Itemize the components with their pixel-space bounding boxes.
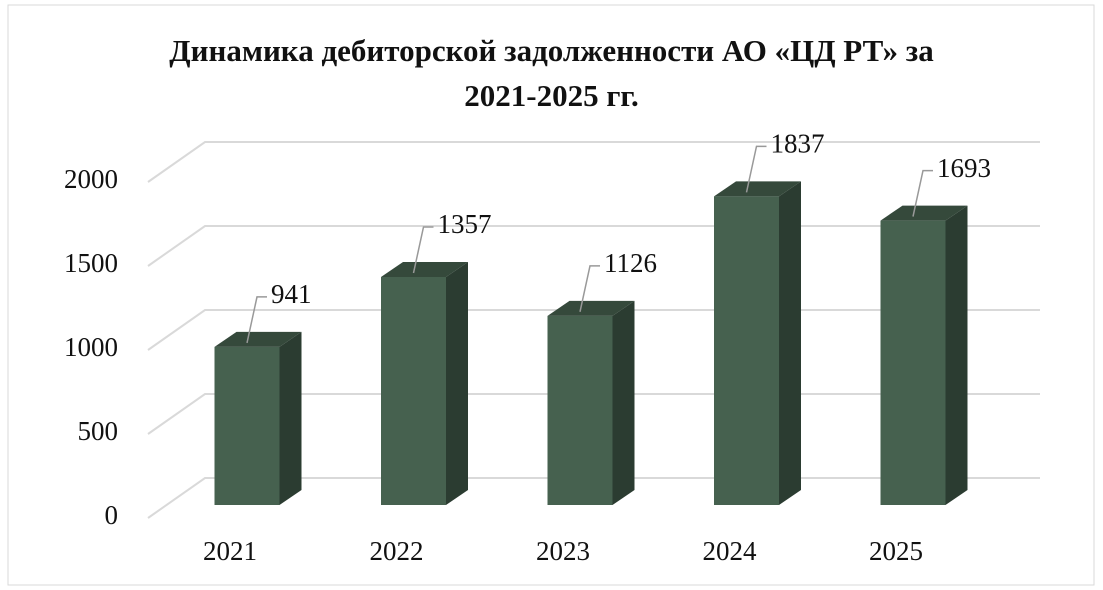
chart-title: Динамика дебиторской задолженности АО «Ц… bbox=[169, 33, 934, 113]
x-tick-label: 2023 bbox=[536, 536, 590, 566]
bar bbox=[547, 300, 635, 505]
bar bbox=[214, 331, 302, 505]
bar bbox=[714, 181, 801, 505]
bar-face bbox=[880, 205, 968, 221]
leader-line bbox=[745, 145, 767, 193]
bar-face bbox=[214, 331, 302, 347]
leader-line bbox=[579, 265, 600, 312]
bar-face bbox=[779, 181, 801, 505]
bar-face bbox=[547, 300, 635, 316]
x-tick-label: 2025 bbox=[869, 536, 923, 566]
chart-border bbox=[7, 4, 1095, 586]
y-tick-label: 1500 bbox=[64, 248, 118, 278]
bar-face bbox=[547, 315, 613, 505]
bar-face bbox=[714, 181, 801, 197]
leader-line bbox=[412, 226, 434, 274]
bar-face bbox=[214, 346, 280, 505]
leader-line bbox=[246, 296, 267, 344]
bar-face bbox=[612, 300, 635, 505]
x-tick-label: 2024 bbox=[703, 536, 758, 566]
data-label: 1693 bbox=[937, 153, 991, 183]
bar-face bbox=[446, 262, 468, 505]
data-label: 1126 bbox=[604, 248, 657, 278]
bar-face bbox=[880, 220, 946, 506]
leader-line bbox=[912, 169, 933, 217]
grid-line bbox=[147, 141, 1040, 183]
bar-face bbox=[381, 277, 446, 505]
bar-face bbox=[279, 331, 302, 505]
bar-face bbox=[945, 205, 968, 506]
data-label: 1357 bbox=[438, 209, 492, 239]
bar bbox=[880, 205, 968, 506]
x-tick-label: 2022 bbox=[370, 536, 424, 566]
data-label: 941 bbox=[271, 279, 312, 309]
y-tick-label: 2000 bbox=[64, 164, 118, 194]
bar-face bbox=[381, 262, 468, 278]
y-tick-label: 1000 bbox=[64, 332, 118, 362]
y-tick-label: 0 bbox=[105, 500, 119, 530]
x-tick-label: 2021 bbox=[203, 536, 257, 566]
y-tick-label: 500 bbox=[78, 416, 119, 446]
bar bbox=[381, 262, 468, 505]
data-label: 1837 bbox=[771, 129, 825, 159]
bar-face bbox=[714, 196, 779, 505]
